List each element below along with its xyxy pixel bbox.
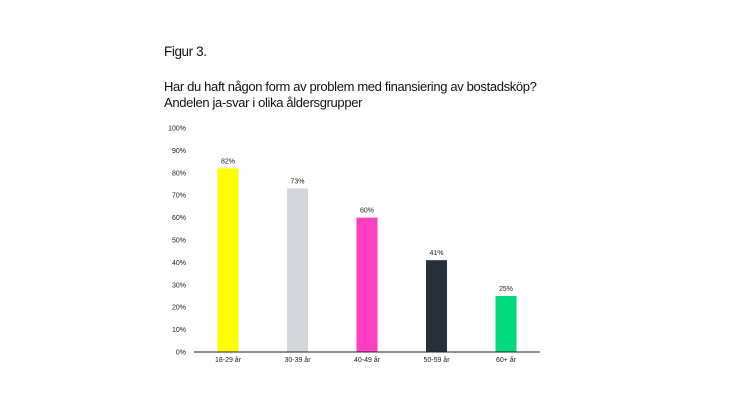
- bar-2: [287, 188, 308, 352]
- x-category-label: 40-49 år: [354, 356, 381, 364]
- x-category-label: 60+ år: [496, 356, 517, 364]
- y-tick-label: 60%: [172, 215, 186, 222]
- bar-value-label: 41%: [429, 250, 443, 257]
- y-tick-label: 30%: [172, 282, 186, 289]
- bar-1: [217, 168, 239, 352]
- bar-5: [495, 296, 517, 352]
- bar-value-label: 73%: [290, 178, 304, 185]
- y-tick-label: 50%: [172, 238, 186, 245]
- y-tick-label: 80%: [172, 170, 186, 177]
- y-tick-label: 90%: [172, 148, 186, 155]
- bar-3: [356, 217, 378, 352]
- y-tick-label: 70%: [172, 193, 186, 200]
- y-tick-label: 100%: [168, 126, 186, 133]
- bar-4: [426, 260, 447, 352]
- bar-value-label: 60%: [360, 208, 374, 215]
- y-tick-label: 20%: [172, 305, 186, 312]
- bars: [217, 168, 517, 352]
- x-axis-labels: 18-29 år 30-39 år 40-49 år 50-59 år 60+ år: [215, 356, 517, 364]
- bar-value-label: 25%: [499, 286, 513, 293]
- y-tick-label: 0%: [176, 350, 186, 357]
- figure-label: Figur 3.: [164, 44, 207, 59]
- bar-value-label: 82%: [221, 158, 235, 165]
- chart-title-line-2: Andelen ja-svar i olika åldersgrupper: [164, 95, 363, 110]
- x-category-label: 30-39 år: [284, 356, 311, 364]
- data-labels: 82% 73% 60% 41% 25%: [221, 158, 513, 293]
- x-category-label: 50-59 år: [423, 356, 450, 364]
- chart-title-line-1: Har du haft någon form av problem med fi…: [164, 79, 537, 94]
- y-tick-label: 40%: [172, 260, 186, 267]
- x-category-label: 18-29 år: [215, 356, 242, 364]
- y-tick-label: 10%: [172, 327, 186, 334]
- y-axis-labels: 0% 10% 20% 30% 40% 50% 60% 70% 80% 90% 100%: [168, 126, 186, 357]
